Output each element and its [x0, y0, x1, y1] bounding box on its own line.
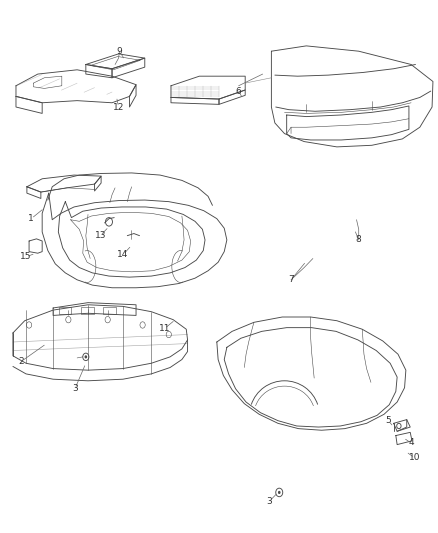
Text: 2: 2 [19, 357, 25, 366]
Text: 1: 1 [28, 214, 34, 223]
Text: 3: 3 [72, 384, 78, 393]
Text: 15: 15 [20, 253, 32, 261]
Text: 9: 9 [117, 47, 122, 55]
Text: 14: 14 [117, 251, 129, 260]
Circle shape [278, 491, 281, 494]
Text: 8: 8 [356, 236, 362, 245]
Circle shape [85, 356, 87, 359]
Text: 6: 6 [236, 86, 241, 95]
Text: 7: 7 [288, 275, 294, 284]
Text: 12: 12 [113, 102, 124, 111]
Text: 4: 4 [408, 439, 414, 448]
Text: 5: 5 [385, 416, 391, 425]
Text: 3: 3 [266, 497, 272, 506]
Text: 13: 13 [95, 231, 106, 240]
Text: 11: 11 [159, 324, 170, 333]
Text: 10: 10 [409, 454, 420, 463]
